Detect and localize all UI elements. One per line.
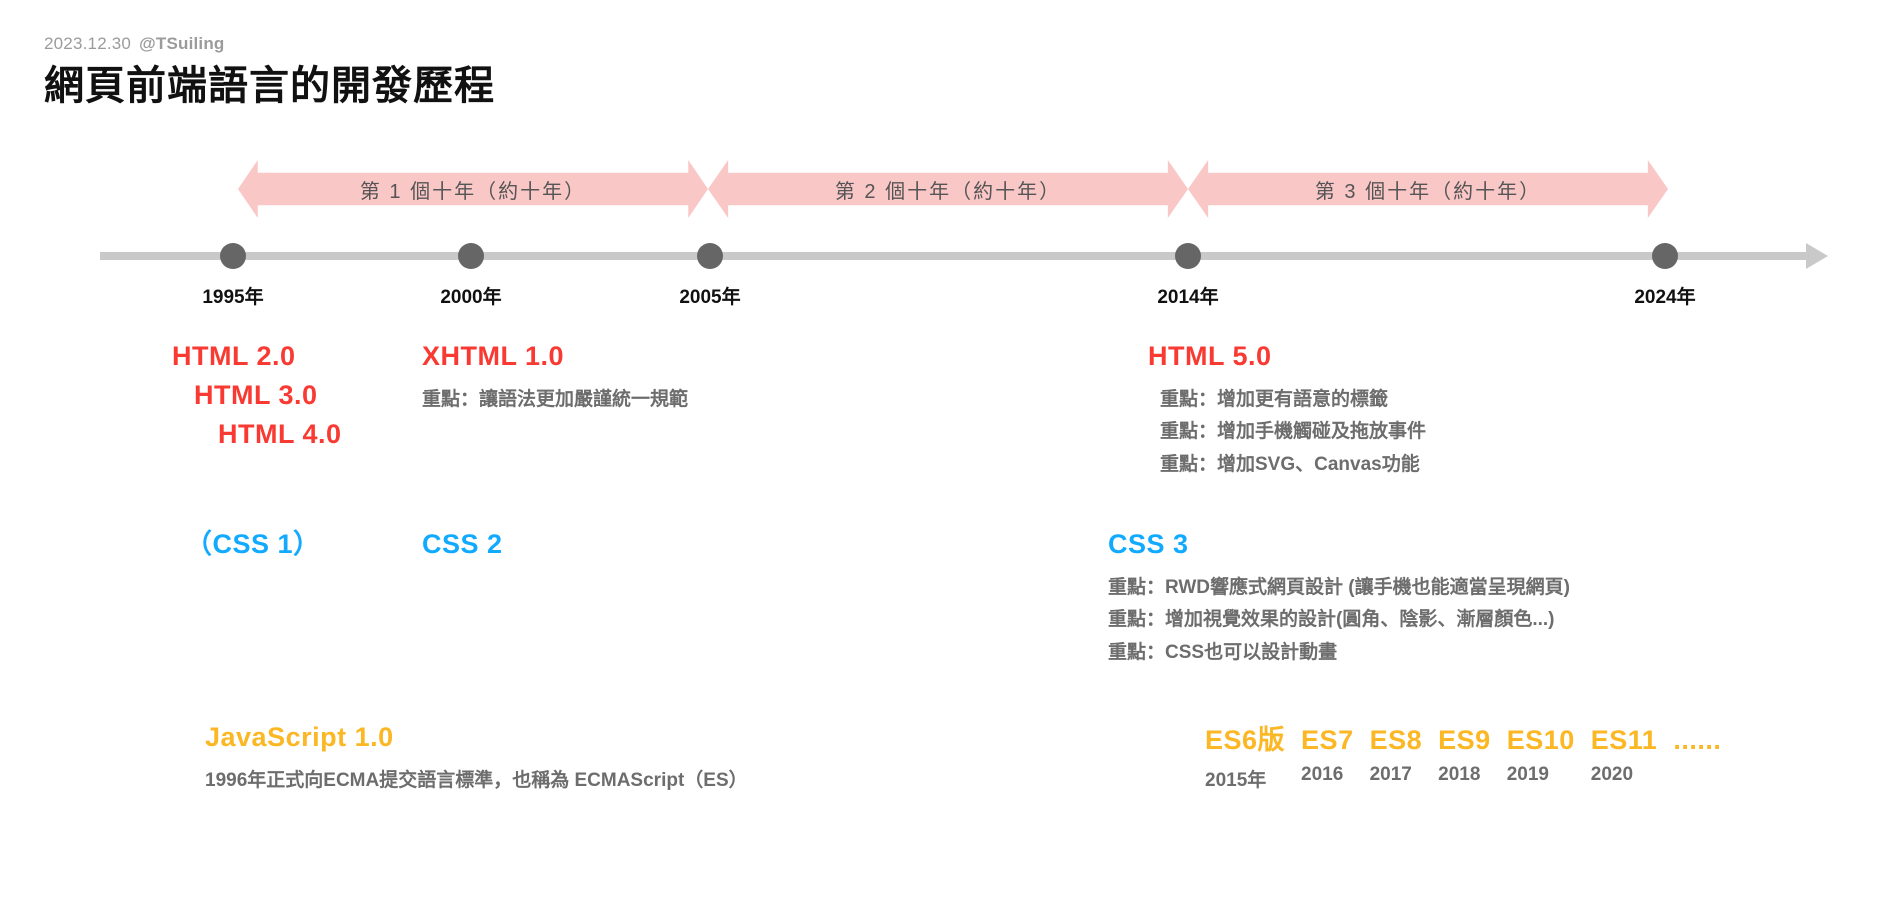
xhtml-group-2000: XHTML 1.0 重點：讓語法更加嚴謹統一規範	[422, 337, 688, 416]
year-label-2005: 2005年	[679, 287, 741, 308]
css3-note: 重點：RWD響應式網頁設計 (讓手機也能適當呈現網頁)	[1108, 577, 1570, 599]
html5-title: HTML 5.0	[1148, 341, 1272, 371]
es-version-cell: ES7 2016	[1301, 725, 1354, 786]
decade-arrow-2: 第 2 個十年（約十年）	[708, 160, 1188, 218]
es-version-label: ES9	[1438, 725, 1491, 755]
year-label-2014: 2014年	[1157, 287, 1219, 308]
timeline-dot-2005	[697, 243, 723, 269]
es-version-cell: ......	[1673, 725, 1721, 764]
html5-group-2014: HTML 5.0 重點：增加更有語意的標籤 重點：增加手機觸碰及拖放事件 重點：…	[1148, 337, 1426, 481]
year-label-2024: 2024年	[1634, 287, 1696, 308]
javascript-note: 1996年正式向ECMA提交語言標準，也稱為 ECMAScript（ES）	[205, 770, 748, 792]
es-version-cell: ES9 2018	[1438, 725, 1491, 786]
es-versions-row: ES6版 2015年 ES7 2016 ES8 2017 ES9 2018 ES…	[1205, 718, 1737, 792]
html-versions-1995: HTML 2.0 HTML 3.0 HTML 4.0	[172, 337, 342, 454]
page-header: 2023.12.30 @TSuiling 網頁前端語言的開發歷程	[44, 34, 944, 110]
es-versions-group: ES6版 2015年 ES7 2016 ES8 2017 ES9 2018 ES…	[1205, 718, 1737, 792]
es-version-cell: ES10 2019	[1507, 725, 1575, 786]
byline: 2023.12.30 @TSuiling	[44, 34, 944, 54]
es-version-cell: ES6版 2015年	[1205, 718, 1285, 792]
html5-note: 重點：增加SVG、Canvas功能	[1160, 453, 1420, 475]
css3-title: CSS 3	[1108, 529, 1189, 559]
html5-note: 重點：增加手機觸碰及拖放事件	[1160, 421, 1427, 443]
es-version-label: ES7	[1301, 725, 1354, 755]
xhtml-title: XHTML 1.0	[422, 341, 565, 371]
html-version-label: HTML 2.0	[172, 341, 296, 371]
timeline-arrowhead-icon	[1806, 243, 1828, 269]
es-version-label: ES10	[1506, 725, 1575, 755]
html-version-label: HTML 4.0	[218, 419, 342, 450]
es-version-year: 2015年	[1205, 770, 1267, 791]
css3-group-2014: CSS 3 重點：RWD響應式網頁設計 (讓手機也能適當呈現網頁) 重點：增加視…	[1108, 525, 1570, 669]
css2-group-2000: CSS 2	[422, 525, 503, 564]
timeline-dot-2024	[1652, 243, 1678, 269]
es-version-year: 2019	[1506, 764, 1549, 785]
decade-arrow-label: 第 2 個十年（約十年）	[834, 180, 1062, 203]
page-title: 網頁前端語言的開發歷程	[44, 64, 495, 109]
es-version-label: ES8	[1369, 725, 1423, 755]
javascript-title: JavaScript 1.0	[205, 722, 394, 752]
timeline-axis	[100, 252, 1810, 260]
es-version-year: 2017	[1369, 764, 1412, 785]
css3-note: 重點：CSS也可以設計動畫	[1108, 641, 1338, 663]
es-version-label: ......	[1673, 725, 1722, 755]
decade-arrow-label: 第 1 個十年（約十年）	[359, 180, 587, 203]
es-version-cell: ES11 2020	[1591, 725, 1658, 786]
css3-note: 重點：增加視覺效果的設計(圓角、陰影、漸層顏色...)	[1108, 609, 1555, 631]
decade-arrow-1: 第 1 個十年（約十年）	[238, 160, 708, 218]
css2-title: CSS 2	[422, 529, 503, 559]
byline-handle: @TSuiling	[139, 34, 225, 53]
year-label-1995: 1995年	[202, 287, 264, 308]
es-version-year: 2020	[1590, 764, 1634, 785]
timeline-dot-1995	[220, 243, 246, 269]
es-version-cell: ES8 2017	[1370, 725, 1423, 786]
es-version-label: ES6版	[1205, 725, 1286, 755]
css1-group-1995: （CSS 1）	[185, 525, 321, 564]
es-version-label: ES11	[1590, 725, 1658, 755]
javascript-group-1995: JavaScript 1.0 1996年正式向ECMA提交語言標準，也稱為 EC…	[205, 718, 748, 797]
decade-arrow-label: 第 3 個十年（約十年）	[1314, 180, 1542, 203]
byline-date: 2023.12.30	[44, 34, 132, 53]
xhtml-note: 重點：讓語法更加嚴謹統一規範	[422, 389, 689, 411]
decade-arrow-band: 第 1 個十年（約十年） 第 2 個十年（約十年） 第 3 個十年（約十年）	[0, 160, 1900, 218]
timeline-dot-2000	[458, 243, 484, 269]
html-version-label: HTML 3.0	[194, 380, 318, 411]
es-version-year: 2016	[1301, 764, 1344, 785]
html5-note: 重點：增加更有語意的標籤	[1160, 389, 1389, 411]
timeline-dot-2014	[1175, 243, 1201, 269]
es-version-year: 2018	[1438, 764, 1481, 785]
decade-arrow-3: 第 3 個十年（約十年）	[1188, 160, 1668, 218]
year-label-2000: 2000年	[440, 287, 502, 308]
css1-title: （CSS 1）	[185, 529, 321, 559]
